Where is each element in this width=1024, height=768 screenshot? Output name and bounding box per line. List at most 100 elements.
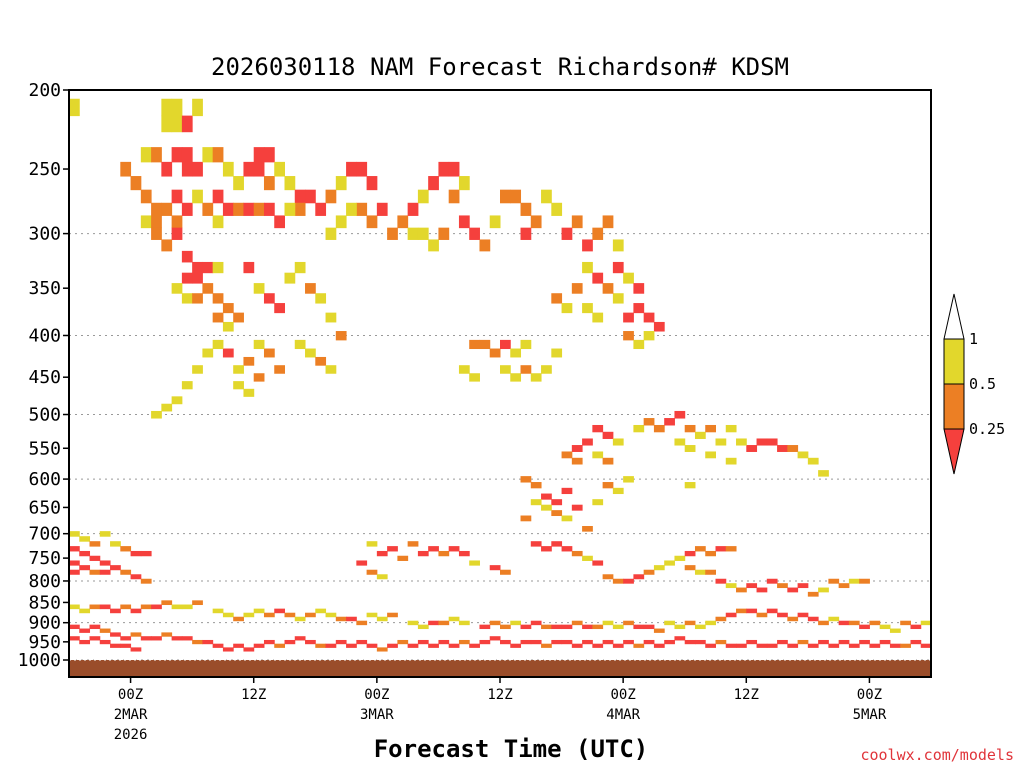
- ri-cell: [828, 643, 840, 648]
- ri-cell: [305, 612, 316, 618]
- ri-cell: [417, 550, 429, 557]
- ri-cell: [120, 643, 132, 648]
- ri-cell: [284, 202, 296, 216]
- ri-cell: [294, 261, 306, 274]
- ri-cell: [130, 574, 142, 580]
- y-tick-label-350: 350: [28, 278, 61, 299]
- ri-cell: [263, 612, 275, 618]
- ri-cell: [766, 608, 778, 614]
- ri-cell: [202, 202, 214, 216]
- legend-swatch-0-25-to-0-5: [943, 383, 965, 430]
- ri-cell: [582, 303, 593, 314]
- ri-cell: [212, 147, 224, 163]
- ri-cell: [305, 283, 316, 294]
- ri-cell: [376, 616, 388, 622]
- ri-cell: [356, 560, 368, 566]
- ri-cell: [592, 451, 604, 459]
- ri-cell: [417, 227, 429, 240]
- ri-cell: [520, 515, 532, 522]
- ri-cell: [664, 418, 675, 426]
- ri-cell: [582, 624, 593, 630]
- ri-cell: [715, 616, 727, 622]
- ri-cell: [623, 312, 634, 323]
- ri-cell: [212, 215, 224, 229]
- ri-cell: [469, 227, 480, 240]
- y-tick-label-300: 300: [28, 224, 61, 245]
- ri-cell: [161, 600, 173, 606]
- ri-cell: [777, 445, 788, 452]
- ri-cell: [746, 608, 758, 614]
- ri-cell: [140, 578, 152, 584]
- ri-cell: [325, 312, 337, 323]
- ri-cell: [89, 541, 101, 547]
- ground-fill: [69, 660, 931, 677]
- ri-cell: [294, 189, 306, 204]
- x-axis-title: Forecast Time (UTC): [374, 735, 649, 763]
- ri-cell: [243, 356, 255, 366]
- ri-cell: [561, 487, 573, 495]
- ri-cell: [838, 639, 850, 645]
- ri-cell: [346, 161, 357, 177]
- ri-cell: [171, 604, 183, 610]
- ri-cell: [592, 499, 604, 506]
- ri-cell: [725, 612, 737, 618]
- x-date-label-4: 4MAR: [606, 707, 640, 723]
- ri-cell: [448, 189, 460, 204]
- ri-cell: [233, 202, 244, 216]
- ri-cell: [140, 189, 152, 204]
- ri-cell: [705, 550, 716, 557]
- ri-cell: [684, 424, 696, 433]
- ri-cell: [428, 643, 439, 648]
- ri-cell: [417, 639, 429, 645]
- ri-cell: [612, 261, 624, 274]
- ri-cell: [633, 283, 645, 294]
- time-axis: 00Z 2MAR 2026 12Z 00Z 3MAR 12Z 00Z 4MAR 12Z 00Z 5MA…: [114, 677, 887, 743]
- ri-cell: [140, 636, 152, 641]
- ri-cell: [725, 546, 737, 552]
- ri-cell: [643, 312, 655, 323]
- ri-cell: [797, 451, 809, 459]
- ri-cell: [140, 215, 152, 229]
- ri-cell: [428, 239, 439, 252]
- ri-cell: [520, 639, 532, 645]
- ri-cell: [541, 624, 552, 630]
- ri-cell: [725, 643, 737, 648]
- ri-cell: [746, 639, 758, 645]
- ri-cell: [140, 604, 152, 610]
- ri-cell: [551, 348, 563, 358]
- ri-cell: [571, 550, 583, 557]
- ri-cell: [643, 331, 655, 341]
- ri-cell: [274, 215, 285, 229]
- ri-cell: [458, 176, 470, 191]
- ri-cell: [571, 504, 583, 511]
- ri-cell: [602, 620, 614, 626]
- ri-cell: [253, 643, 265, 648]
- ri-cell: [417, 189, 429, 204]
- ri-cell: [325, 643, 337, 648]
- ri-cell: [489, 565, 501, 571]
- ri-cell: [623, 620, 634, 626]
- ri-cell: [828, 616, 840, 622]
- ri-cell: [89, 624, 101, 630]
- ri-cell: [797, 612, 809, 618]
- ri-cell: [571, 283, 583, 294]
- ri-cell: [448, 161, 460, 177]
- ri-cell: [161, 161, 173, 177]
- ri-cell: [407, 620, 419, 626]
- ri-cell: [623, 272, 634, 284]
- ri-cell: [777, 612, 788, 618]
- ri-cell: [243, 161, 255, 177]
- ri-cell: [684, 445, 696, 452]
- ri-cell: [787, 643, 799, 648]
- ri-cell: [181, 604, 193, 610]
- ri-cell: [582, 526, 593, 532]
- ri-cell: [253, 373, 265, 382]
- ri-cell: [571, 215, 583, 229]
- ri-cell: [346, 202, 357, 216]
- ri-cell: [592, 272, 604, 284]
- ri-cell: [397, 215, 409, 229]
- ri-cell: [571, 445, 583, 452]
- ri-cell: [653, 424, 665, 433]
- ri-cell: [79, 550, 91, 557]
- ri-cell: [571, 457, 583, 465]
